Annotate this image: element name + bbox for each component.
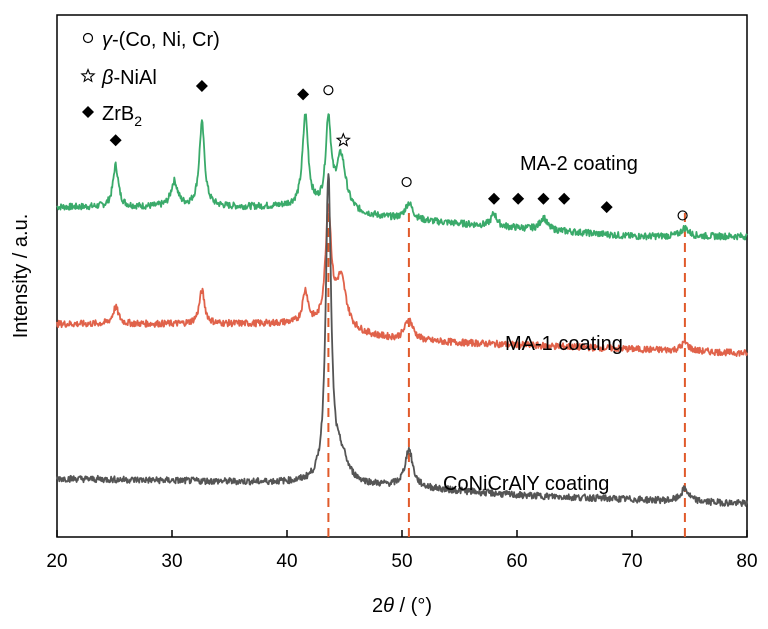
peak-marker-6: [401, 176, 412, 188]
series-label-1: MA-2 coating: [520, 153, 638, 175]
series-label-2: MA-1 coating: [505, 333, 623, 355]
peak-markers: [109, 79, 688, 221]
x-tick-label-80: 80: [736, 551, 757, 572]
peak-marker-9: [537, 192, 550, 205]
y-axis-label: Intensity / a.u.: [10, 214, 32, 339]
legend-marker-3: [82, 106, 94, 118]
reference-lines: [327, 211, 686, 537]
peak-marker-8: [512, 192, 525, 205]
series-line-3: [56, 173, 748, 508]
legend: γ-(Co, Ni, Cr) β-NiAl ZrB2: [80, 29, 220, 129]
legend-prefix-3: ZrB: [102, 103, 134, 125]
plot-frame: [56, 14, 748, 538]
legend-text-2: β-NiAl: [101, 67, 157, 89]
x-tick-label-40: 40: [276, 551, 297, 572]
x-tick-label-20: 20: [46, 551, 67, 572]
legend-symbol-1: γ: [102, 29, 113, 51]
x-tick-label-50: 50: [391, 551, 412, 572]
legend-marker-2: [80, 67, 96, 83]
legend-marker-1: [82, 32, 94, 44]
series-line-1: [56, 113, 748, 241]
peak-marker-4: [323, 85, 334, 96]
peak-marker-3: [297, 88, 310, 101]
legend-text-1: γ-(Co, Ni, Cr): [102, 29, 220, 51]
legend-subscript-3: 2: [134, 113, 142, 129]
x-tick-label-70: 70: [621, 551, 642, 572]
legend-label-1: -(Co, Ni, Cr): [112, 29, 220, 51]
x-axis-ticks: 20 30 40 50 60 70 80: [46, 530, 758, 572]
peak-marker-10: [558, 192, 571, 205]
peak-marker-1: [109, 134, 122, 147]
x-axis-label-suffix: / (°): [394, 595, 432, 617]
x-tick-label-30: 30: [161, 551, 182, 572]
x-tick-label-60: 60: [506, 551, 527, 572]
series-label-3: CoNiCrAlY coating: [443, 473, 609, 495]
series-layer: MA-2 coating MA-1 coating CoNiCrAlY coatin…: [56, 113, 748, 508]
peak-marker-12: [677, 210, 688, 221]
series-line-2: [56, 203, 748, 358]
peak-marker-2: [195, 79, 208, 92]
peak-marker-5: [335, 132, 351, 147]
peak-marker-7: [488, 192, 500, 205]
x-axis-label: 2θ / (°): [372, 595, 432, 617]
peak-marker-11: [600, 201, 613, 214]
legend-symbol-2: β: [101, 67, 113, 89]
x-axis-label-prefix: 2: [372, 595, 383, 617]
legend-label-2: -NiAl: [113, 67, 156, 89]
x-axis-label-symbol: θ: [383, 595, 394, 617]
legend-text-3: ZrB2: [102, 103, 142, 129]
